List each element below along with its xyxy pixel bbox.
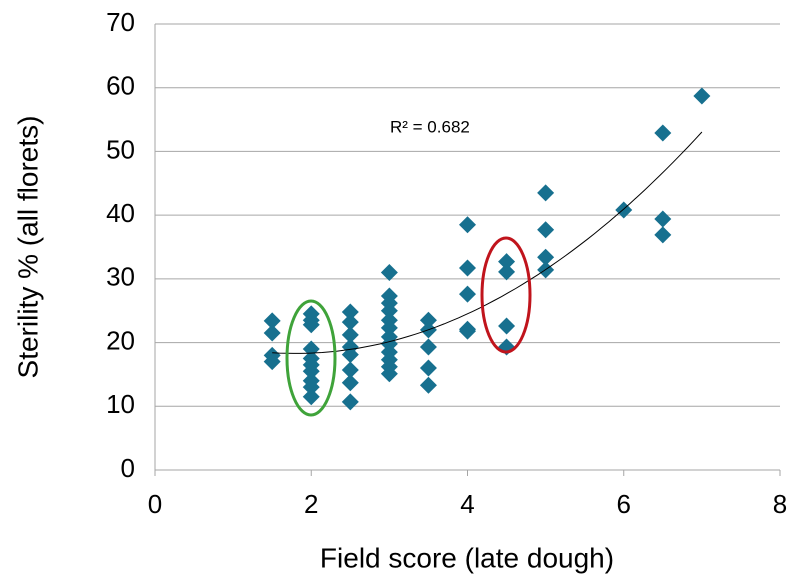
data-point	[498, 263, 516, 281]
data-point	[341, 303, 359, 321]
x-tick-label: 2	[304, 489, 318, 519]
y-tick-label: 0	[121, 453, 135, 483]
data-point	[459, 322, 476, 340]
data-point	[419, 376, 437, 394]
data-point	[380, 319, 398, 337]
data-point	[498, 317, 516, 335]
data-point	[498, 253, 516, 271]
data-point	[654, 210, 672, 228]
y-tick-label: 20	[106, 325, 135, 355]
y-tick-label: 70	[106, 7, 135, 37]
data-point	[341, 374, 359, 392]
data-point	[459, 285, 476, 303]
data-point	[537, 221, 555, 239]
highlight-ellipse	[480, 236, 532, 354]
data-point	[419, 311, 437, 329]
y-tick-label: 50	[106, 134, 135, 164]
data-point	[341, 313, 359, 331]
data-point	[263, 353, 281, 371]
data-point	[654, 124, 672, 142]
plot-area: 0 10 20 30 40 50 60 70 0 2 4 6 8	[106, 7, 787, 519]
data-point	[380, 365, 398, 383]
data-point	[341, 393, 359, 411]
data-point	[654, 226, 672, 244]
data-point	[459, 216, 476, 234]
data-point	[302, 362, 320, 380]
data-point	[263, 312, 281, 330]
highlight-ellipse	[285, 299, 337, 417]
data-point	[537, 248, 555, 266]
data-point	[380, 302, 398, 320]
data-point	[380, 263, 398, 281]
data-point	[693, 87, 711, 105]
data-point	[537, 184, 555, 202]
y-axis-title: Sterility % (all florets)	[12, 116, 43, 379]
data-point	[302, 378, 320, 396]
data-point	[302, 388, 320, 406]
r-squared-annotation: R² = 0.682	[390, 117, 470, 136]
data-point	[263, 324, 281, 342]
y-tick-label: 40	[106, 198, 135, 228]
y-tick-label: 30	[106, 262, 135, 292]
data-point	[341, 361, 359, 379]
data-point	[341, 326, 359, 344]
trendline	[272, 131, 703, 354]
x-tick-label: 6	[617, 489, 631, 519]
y-tick-label: 60	[106, 71, 135, 101]
data-point	[419, 359, 437, 377]
x-tick-label: 8	[773, 489, 787, 519]
data-point	[302, 316, 320, 334]
y-tick-label: 10	[106, 389, 135, 419]
data-point	[419, 338, 437, 356]
x-axis-title: Field score (late dough)	[320, 542, 614, 573]
data-point	[459, 259, 476, 277]
x-tick-label: 0	[148, 489, 162, 519]
x-tick-label: 4	[460, 489, 474, 519]
